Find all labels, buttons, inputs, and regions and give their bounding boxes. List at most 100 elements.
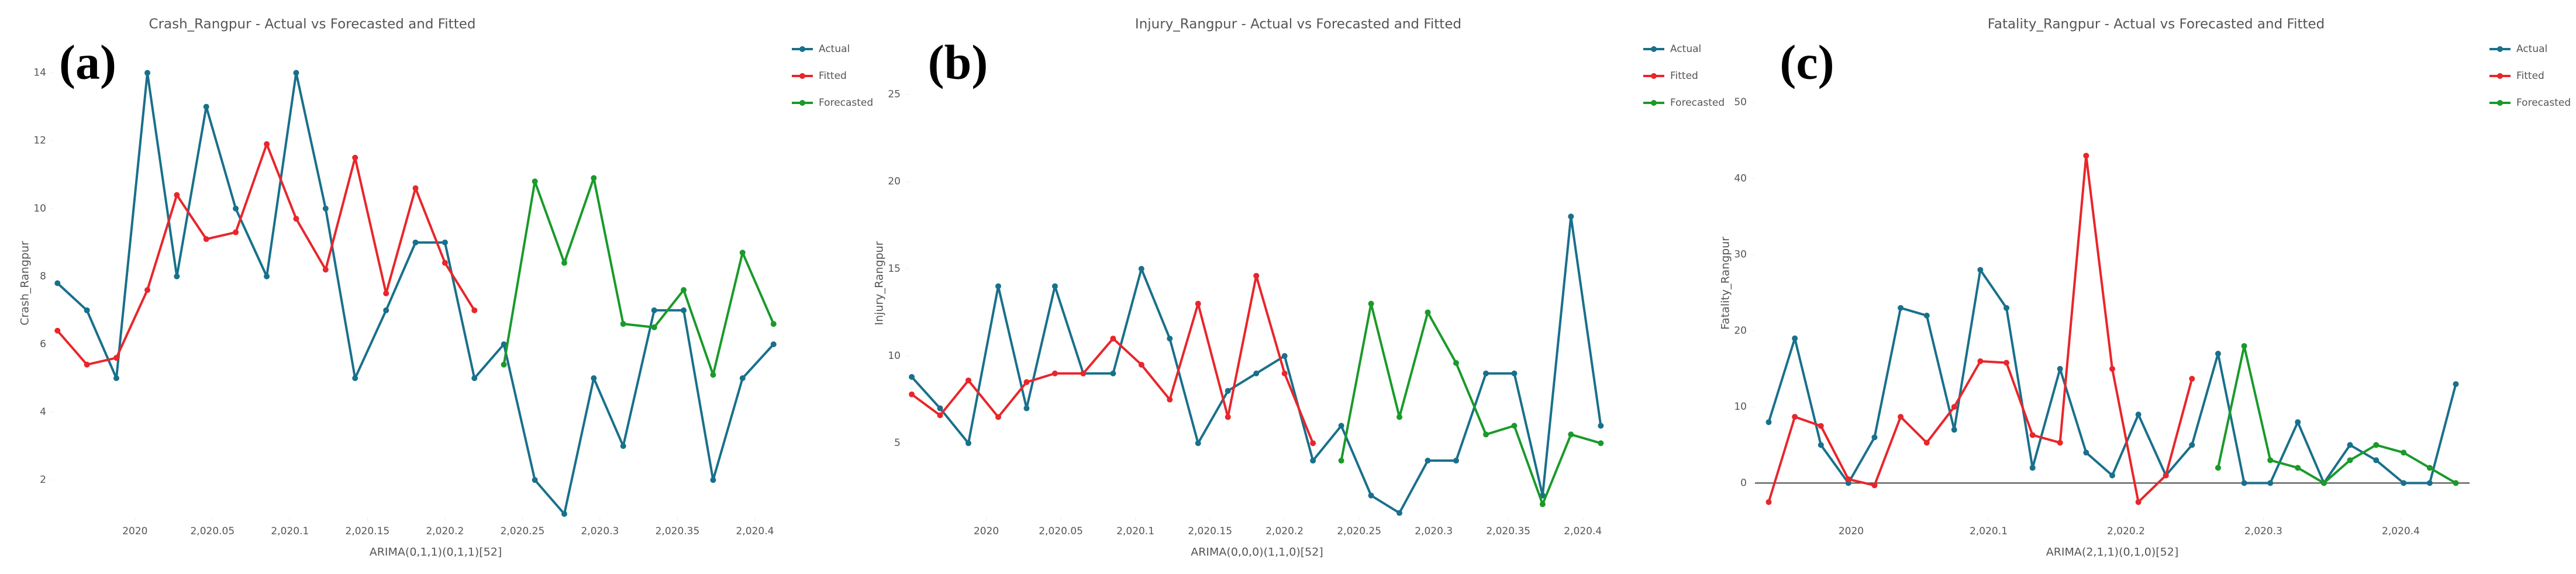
point bbox=[2426, 465, 2433, 471]
point bbox=[2189, 442, 2195, 448]
point bbox=[1923, 440, 1930, 446]
point bbox=[352, 154, 358, 161]
point bbox=[2003, 359, 2010, 366]
legend-marker bbox=[2497, 46, 2503, 52]
legend-marker bbox=[799, 100, 805, 106]
point bbox=[1195, 440, 1201, 447]
y-tick-label: 10 bbox=[1734, 401, 1747, 413]
point bbox=[2295, 465, 2301, 471]
point bbox=[233, 205, 239, 212]
point bbox=[1110, 336, 1116, 342]
point bbox=[322, 205, 329, 212]
point bbox=[2135, 499, 2142, 505]
x-tick-label: 2,020.05 bbox=[190, 525, 235, 537]
point bbox=[2163, 472, 2169, 479]
x-tick-label: 2,020.25 bbox=[501, 525, 545, 537]
point bbox=[1167, 396, 1173, 403]
point bbox=[1396, 510, 1403, 516]
point bbox=[1598, 423, 1604, 429]
legend-marker bbox=[1651, 46, 1657, 52]
x-tick-label: 2,020.15 bbox=[346, 525, 390, 537]
y-tick-label: 20 bbox=[888, 176, 901, 188]
point bbox=[1110, 370, 1116, 376]
legend-label: Forecasted bbox=[2516, 97, 2571, 109]
point bbox=[2347, 457, 2353, 464]
point bbox=[770, 341, 777, 347]
x-tick-label: 2,020.2 bbox=[2107, 525, 2145, 537]
y-tick-label: 50 bbox=[1734, 96, 1747, 108]
point bbox=[144, 70, 151, 76]
point bbox=[1951, 404, 1957, 410]
legend-label: Fitted bbox=[819, 70, 847, 82]
point bbox=[620, 321, 626, 327]
point bbox=[1253, 370, 1260, 376]
point bbox=[412, 239, 419, 245]
y-tick-label: 15 bbox=[888, 263, 901, 275]
point bbox=[1871, 482, 1878, 489]
point bbox=[710, 372, 716, 378]
series-line bbox=[56, 71, 775, 516]
point bbox=[113, 375, 120, 382]
x-tick-label: 2,020.4 bbox=[1564, 525, 1602, 537]
point bbox=[264, 141, 270, 147]
point bbox=[2215, 350, 2221, 357]
point bbox=[681, 307, 687, 313]
point bbox=[1225, 414, 1231, 420]
legend-marker bbox=[2497, 73, 2503, 79]
y-axis-label: Crash_Rangpur bbox=[19, 241, 32, 326]
series-line bbox=[1340, 302, 1601, 506]
panel-label: (a) bbox=[59, 35, 116, 89]
point bbox=[1051, 283, 1058, 289]
point bbox=[1482, 370, 1489, 376]
point bbox=[2267, 480, 2274, 486]
point bbox=[1818, 442, 1824, 448]
point bbox=[1138, 265, 1144, 272]
point bbox=[1871, 434, 1878, 441]
y-tick-label: 10 bbox=[888, 350, 901, 362]
point bbox=[620, 443, 626, 449]
y-tick-label: 2 bbox=[40, 474, 46, 486]
x-tick-label: 2,020.4 bbox=[736, 525, 774, 537]
point bbox=[1425, 458, 1431, 464]
point bbox=[909, 374, 915, 380]
point bbox=[561, 511, 567, 517]
point bbox=[2003, 305, 2010, 311]
x-tick-label: 2,020.3 bbox=[1415, 525, 1453, 537]
y-axis-label: Fatality_Rangpur bbox=[1719, 237, 1732, 330]
point bbox=[561, 260, 567, 266]
point bbox=[2083, 449, 2089, 456]
point bbox=[2241, 343, 2247, 349]
point bbox=[710, 477, 716, 483]
point bbox=[1977, 267, 1984, 273]
point bbox=[937, 405, 943, 412]
point bbox=[2135, 412, 2142, 418]
point bbox=[352, 375, 358, 382]
legend-label: Actual bbox=[1670, 43, 1701, 55]
point bbox=[501, 341, 507, 347]
legend-marker bbox=[799, 46, 805, 52]
point bbox=[1167, 336, 1173, 342]
point bbox=[2401, 480, 2407, 486]
y-tick-label: 20 bbox=[1734, 325, 1747, 337]
x-tick-label: 2,020.05 bbox=[1039, 525, 1083, 537]
point bbox=[84, 307, 90, 313]
point bbox=[412, 185, 419, 191]
point bbox=[2373, 457, 2380, 464]
point bbox=[1051, 370, 1058, 376]
point bbox=[2241, 480, 2247, 486]
point bbox=[1923, 312, 1930, 319]
x-tick-label: 2,020.1 bbox=[271, 525, 309, 537]
x-tick-label: 2,020.35 bbox=[656, 525, 700, 537]
point bbox=[651, 307, 657, 313]
chart-title: Injury_Rangpur - Actual vs Forecasted an… bbox=[1135, 17, 1461, 32]
x-tick-label: 2,020.2 bbox=[1265, 525, 1303, 537]
point bbox=[2267, 457, 2274, 464]
series-line bbox=[1767, 268, 2457, 485]
series-line bbox=[911, 215, 1602, 514]
point bbox=[1951, 427, 1957, 433]
point bbox=[1765, 419, 1772, 426]
point bbox=[1765, 499, 1772, 505]
x-axis-label: ARIMA(2,1,1)(0,1,0)[52] bbox=[2046, 546, 2179, 559]
point bbox=[1310, 458, 1316, 464]
point bbox=[1281, 370, 1288, 376]
